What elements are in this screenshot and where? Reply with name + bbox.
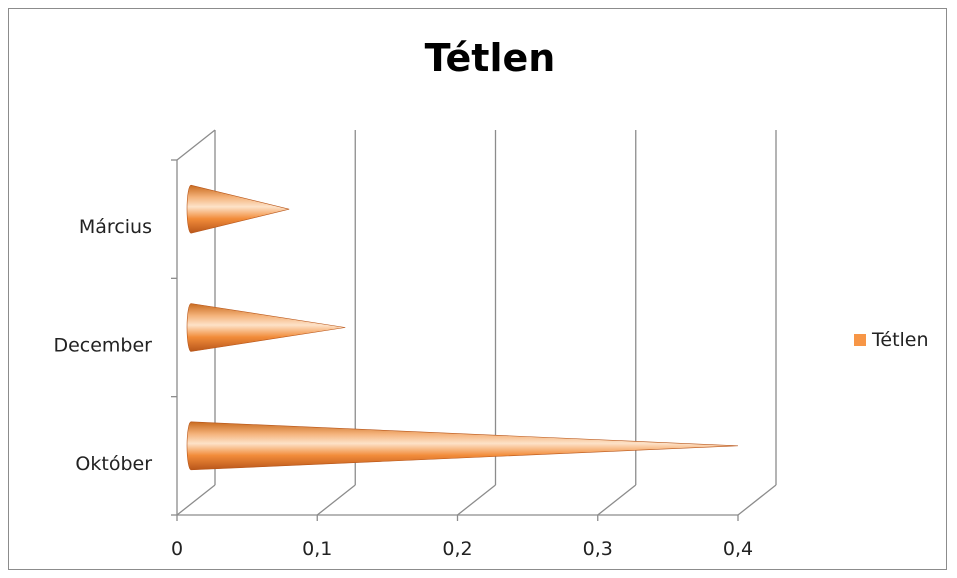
floor-gridline — [737, 484, 777, 516]
legend-swatch — [854, 334, 866, 346]
bar-cone — [186, 421, 738, 471]
category-label: Március — [79, 216, 152, 238]
floor-gridline — [457, 484, 496, 516]
bar-cone — [186, 303, 346, 352]
category-label: Október — [75, 453, 152, 475]
floor-gridline — [316, 484, 356, 516]
floor-gridline — [176, 484, 216, 516]
chart-title: Tétlen — [424, 36, 556, 80]
bar-cone — [186, 184, 290, 234]
category-label: December — [53, 335, 152, 357]
x-tick-label: 0,2 — [442, 538, 472, 560]
wall-top-edge — [176, 129, 216, 161]
chart-frame — [8, 8, 947, 570]
legend: Tétlen — [854, 329, 929, 351]
x-tick-label: 0,4 — [723, 538, 753, 560]
x-tick-label: 0,3 — [583, 538, 613, 560]
x-tick-label: 0 — [171, 538, 183, 560]
legend-label: Tétlen — [872, 329, 929, 351]
x-tick-label: 0,1 — [302, 538, 332, 560]
floor-gridline — [597, 484, 637, 516]
